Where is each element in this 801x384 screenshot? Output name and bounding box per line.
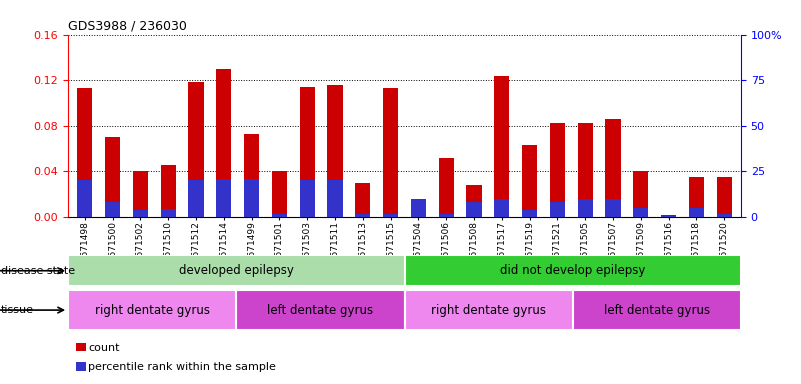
Bar — [328, 180, 343, 217]
Bar — [355, 214, 370, 217]
Bar — [578, 124, 593, 217]
Bar — [77, 88, 92, 217]
Text: tissue: tissue — [1, 305, 34, 315]
Text: percentile rank within the sample: percentile rank within the sample — [88, 362, 276, 372]
Bar — [633, 208, 649, 217]
Bar — [494, 199, 509, 217]
Text: right dentate gyrus: right dentate gyrus — [95, 304, 210, 316]
Bar — [244, 179, 260, 217]
Bar — [188, 180, 203, 217]
Text: left dentate gyrus: left dentate gyrus — [604, 304, 710, 316]
Bar — [466, 185, 481, 217]
Bar — [300, 180, 315, 217]
Bar — [549, 124, 565, 217]
Bar — [549, 202, 565, 217]
Bar — [160, 209, 176, 217]
Bar — [300, 87, 315, 217]
Bar — [383, 214, 398, 217]
Text: developed epilepsy: developed epilepsy — [179, 264, 294, 277]
Bar — [77, 180, 92, 217]
Bar — [439, 214, 454, 217]
Text: right dentate gyrus: right dentate gyrus — [431, 304, 546, 316]
Bar — [105, 137, 120, 217]
Text: GDS3988 / 236030: GDS3988 / 236030 — [68, 20, 187, 33]
Text: left dentate gyrus: left dentate gyrus — [268, 304, 373, 316]
Bar — [633, 171, 649, 217]
Text: count: count — [88, 343, 119, 353]
Bar — [717, 177, 732, 217]
Bar — [68, 255, 405, 286]
Bar — [272, 214, 287, 217]
Bar — [216, 179, 231, 217]
Bar — [606, 119, 621, 217]
Bar — [522, 145, 537, 217]
Text: did not develop epilepsy: did not develop epilepsy — [500, 264, 646, 277]
Bar — [717, 214, 732, 217]
Bar — [68, 290, 236, 330]
Bar — [188, 83, 203, 217]
Bar — [105, 202, 120, 217]
Bar — [328, 85, 343, 217]
Bar — [216, 69, 231, 217]
Bar — [236, 290, 405, 330]
Bar — [606, 199, 621, 217]
Bar — [244, 134, 260, 217]
Bar — [466, 202, 481, 217]
Bar — [522, 210, 537, 217]
Bar — [272, 171, 287, 217]
Bar — [439, 158, 454, 217]
Bar — [573, 290, 741, 330]
Bar — [689, 208, 704, 217]
Bar — [578, 199, 593, 217]
Bar — [355, 183, 370, 217]
Bar — [689, 177, 704, 217]
Bar — [405, 290, 573, 330]
Bar — [494, 76, 509, 217]
Bar — [411, 199, 426, 217]
Text: disease state: disease state — [1, 266, 75, 276]
Bar — [133, 210, 148, 217]
Bar — [160, 164, 176, 217]
Bar — [411, 205, 426, 217]
Bar — [661, 215, 676, 217]
Bar — [661, 216, 676, 217]
Bar — [383, 88, 398, 217]
Bar — [405, 255, 741, 286]
Bar — [133, 171, 148, 217]
